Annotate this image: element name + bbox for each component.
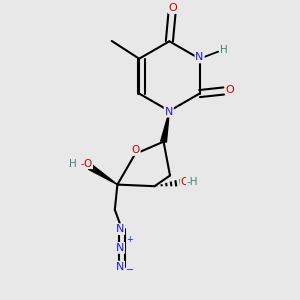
Text: N: N — [164, 106, 173, 117]
Text: O: O — [169, 3, 178, 13]
Polygon shape — [88, 164, 117, 184]
Text: +: + — [126, 235, 133, 244]
Text: O: O — [180, 177, 189, 187]
Text: N: N — [116, 262, 124, 272]
Text: O: O — [132, 145, 140, 155]
Text: −: − — [126, 265, 135, 275]
Text: -H: -H — [187, 177, 198, 187]
Text: -O: -O — [80, 159, 92, 169]
Text: O: O — [226, 85, 235, 95]
Text: N: N — [195, 52, 204, 62]
Polygon shape — [161, 111, 170, 142]
Text: H: H — [220, 45, 228, 55]
Text: N: N — [116, 224, 124, 234]
Text: N: N — [116, 243, 124, 253]
Text: H: H — [69, 159, 77, 169]
